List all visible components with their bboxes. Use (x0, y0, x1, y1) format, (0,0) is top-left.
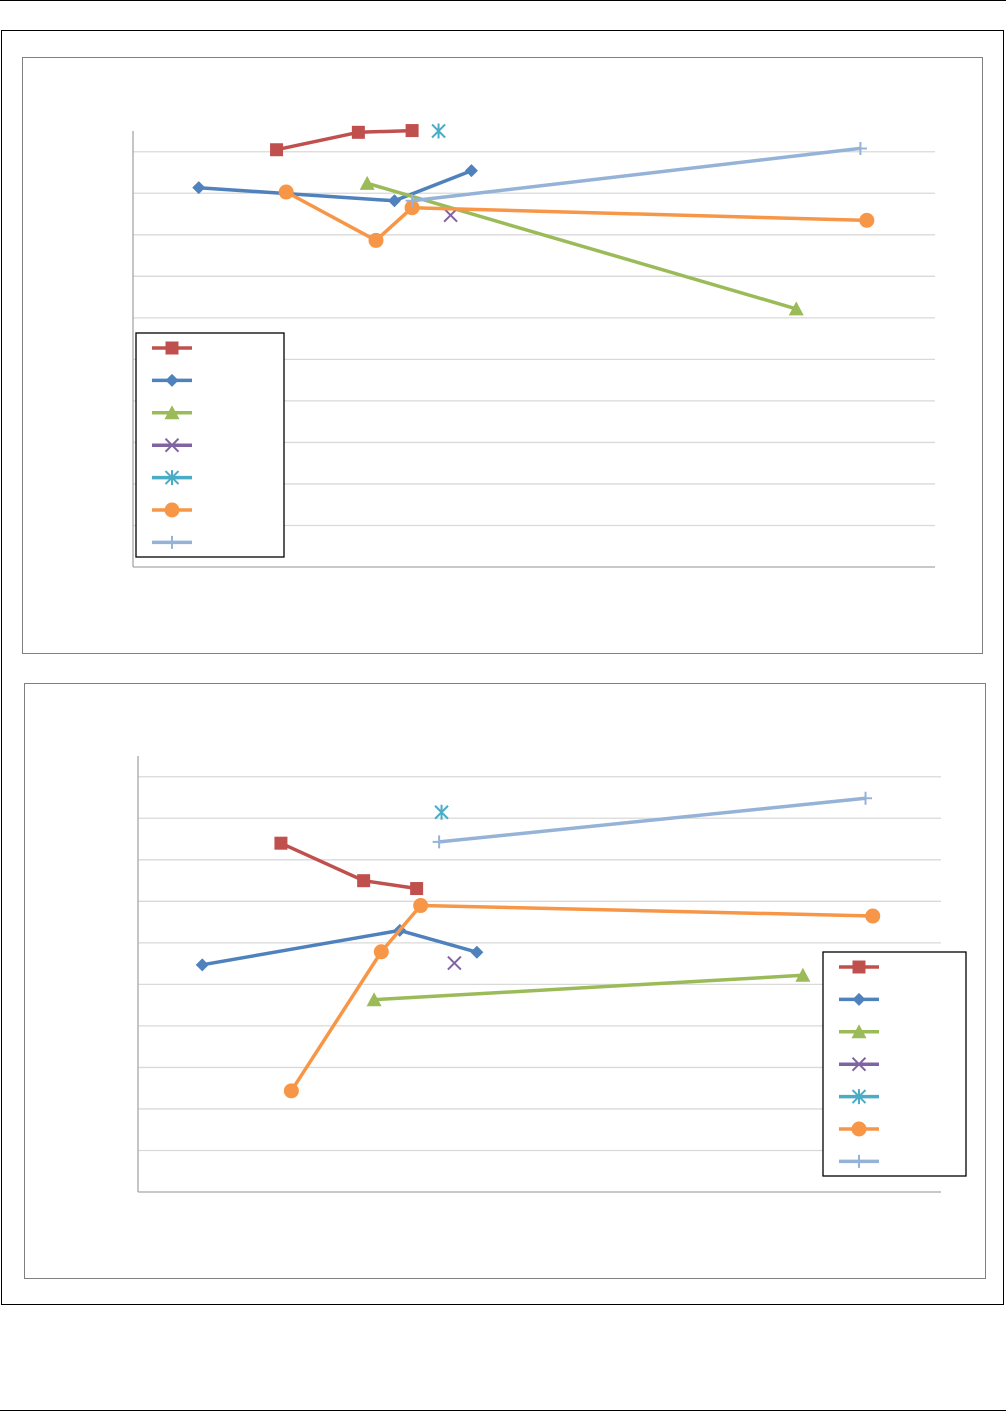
series-2-point-1 (195, 958, 209, 972)
series-3-line (374, 973, 803, 1002)
series-1-line (280, 841, 417, 891)
series-5-point-1 (431, 123, 446, 139)
legend-entry-6 (152, 502, 192, 518)
series-2-point-1 (192, 181, 206, 195)
series-5-point-1 (434, 804, 449, 820)
legend-marker-4 (164, 437, 180, 453)
series-1-point-3 (410, 882, 424, 896)
legend-marker-2 (165, 373, 179, 387)
series-7-line (411, 146, 861, 203)
page-bottom-rule (0, 1410, 1006, 1411)
series-6-point-1 (278, 184, 294, 200)
legend-marker-3 (851, 1024, 867, 1039)
legend-entry-3 (839, 1024, 879, 1039)
legend-marker-3 (164, 405, 180, 420)
series-6-point-2 (368, 232, 384, 248)
legend-entry-1 (152, 341, 192, 355)
series-6 (283, 898, 881, 1099)
series-3 (366, 967, 811, 1007)
series-7 (405, 141, 867, 208)
series-3-point-2 (795, 967, 811, 982)
legend-entry-5 (152, 470, 192, 486)
series-6-line (289, 903, 873, 1092)
series-1-point-1 (274, 836, 288, 850)
legend-entry-6 (839, 1121, 879, 1137)
legend-marker-7 (852, 1154, 866, 1168)
legend-entry-7 (152, 535, 192, 549)
series-7 (432, 791, 873, 849)
chart-top-svg (132, 123, 935, 568)
series-6-point-3 (404, 200, 420, 216)
series-6-point-2 (373, 944, 389, 960)
legend (135, 332, 285, 558)
series-5 (431, 123, 446, 139)
legend-entry-1 (839, 960, 879, 974)
legend-marker-5 (164, 470, 180, 486)
series-7-point-1 (405, 194, 419, 208)
legend-marker-4 (851, 1056, 867, 1072)
series-6-point-4 (865, 908, 881, 924)
series-3-point-2 (788, 301, 804, 316)
series-7-point-2 (859, 791, 873, 805)
series-7-line (438, 796, 866, 844)
series-5 (434, 804, 449, 820)
series-6-point-1 (283, 1083, 299, 1099)
legend-entry-2 (839, 992, 879, 1006)
chart-bottom-panel (24, 683, 986, 1279)
series-4-point-1 (443, 207, 458, 223)
series-6 (278, 184, 875, 248)
series-6-point-4 (859, 212, 875, 228)
series-1-line (276, 128, 413, 152)
series-3 (359, 175, 804, 316)
legend-entry-3 (152, 405, 192, 420)
series-7-point-1 (432, 835, 446, 849)
series-2 (192, 164, 478, 208)
series-4 (443, 207, 458, 223)
series-1-point-1 (270, 143, 284, 157)
legend-entry-2 (152, 373, 192, 387)
legend-entry-4 (839, 1056, 879, 1072)
series-4 (447, 955, 462, 971)
series-2-line (201, 928, 478, 967)
figure-frame (1, 30, 1004, 1305)
series-3-point-1 (359, 175, 375, 190)
series-7-point-2 (853, 141, 867, 155)
legend-marker-1 (852, 960, 866, 974)
series-6-line (285, 190, 867, 243)
legend-marker-7 (165, 535, 179, 549)
page-top-rule (0, 0, 1006, 1)
series-6-point-3 (413, 898, 429, 914)
series-4-point-1 (447, 955, 462, 971)
series-2 (195, 923, 484, 972)
legend-marker-2 (852, 992, 866, 1006)
legend (822, 951, 967, 1177)
series-2-line (198, 169, 473, 203)
series-3-line (366, 181, 797, 311)
legend-marker-6 (164, 502, 180, 518)
series-1-point-3 (405, 124, 419, 138)
series-2-point-2 (387, 194, 401, 208)
series-1-point-2 (357, 874, 371, 888)
legend-marker-6 (851, 1121, 867, 1137)
series-3-point-1 (366, 992, 382, 1007)
series-1-point-2 (351, 125, 365, 139)
legend-entry-7 (839, 1154, 879, 1168)
series-2-point-3 (464, 164, 478, 178)
series-1 (270, 124, 419, 157)
chart-top-panel (22, 57, 983, 654)
legend-marker-1 (165, 341, 179, 355)
legend-entry-4 (152, 437, 192, 453)
legend-entry-5 (839, 1089, 879, 1105)
chart-bottom-svg (137, 756, 967, 1193)
series-2-point-3 (470, 945, 484, 959)
series-1 (274, 836, 424, 896)
legend-marker-5 (851, 1089, 867, 1105)
